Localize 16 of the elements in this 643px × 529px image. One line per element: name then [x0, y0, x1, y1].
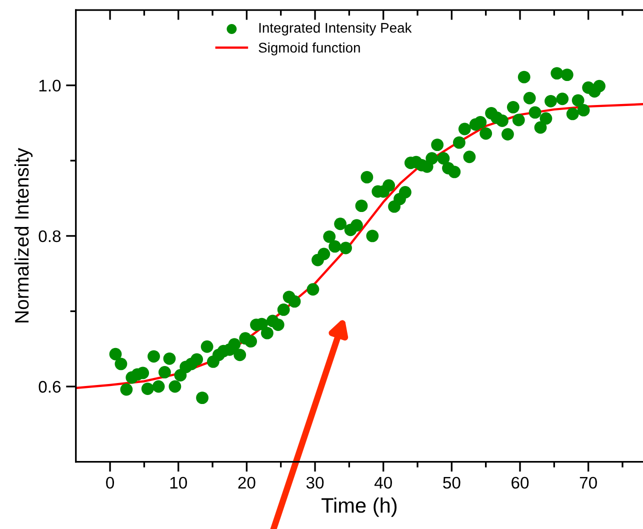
- x-tick-label: 20: [238, 476, 256, 489]
- legend-label: Integrated Intensity Peak: [259, 22, 412, 36]
- x-tick-label: 60: [512, 476, 529, 489]
- y-axis-title: Normalized Intensity: [14, 148, 33, 322]
- y-tick-label: 0.8: [38, 230, 61, 242]
- y-tick-label: 1.0: [39, 80, 61, 92]
- x-tick-label: 30: [306, 476, 324, 489]
- x-tick-label: 40: [374, 476, 392, 489]
- x-tick-label: 70: [580, 476, 597, 489]
- x-tick-label: 10: [170, 476, 187, 489]
- legend-label: Sigmoid function: [258, 42, 360, 56]
- line-series: [76, 103, 643, 390]
- x-tick-label: 50: [443, 476, 460, 489]
- x-tick-label: 0: [106, 476, 114, 489]
- x-axis-title: Time (h): [322, 497, 397, 517]
- y-tick-label: 0.6: [38, 380, 61, 393]
